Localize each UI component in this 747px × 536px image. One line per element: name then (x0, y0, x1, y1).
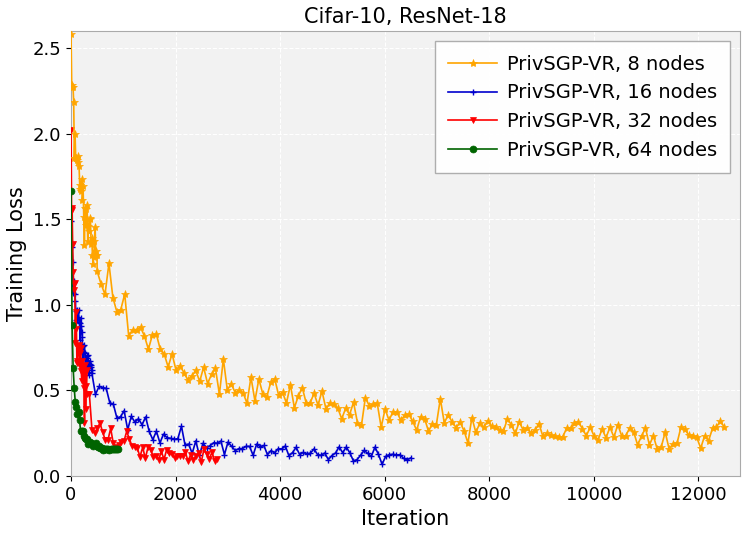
PrivSGP-VR, 64 nodes (96, 445, 105, 451)
PrivSGP-VR, 64 nodes (99, 446, 108, 452)
PrivSGP-VR, 64 nodes (68, 322, 77, 328)
PrivSGP-VR, 64 nodes (83, 435, 92, 442)
PrivSGP-VR, 64 nodes (111, 446, 120, 452)
Legend: PrivSGP-VR, 8 nodes, PrivSGP-VR, 16 nodes, PrivSGP-VR, 32 nodes, PrivSGP-VR, 64 : PrivSGP-VR, 8 nodes, PrivSGP-VR, 16 node… (435, 41, 731, 173)
PrivSGP-VR, 64 nodes (106, 446, 115, 452)
PrivSGP-VR, 16 nodes (377, 461, 386, 467)
PrivSGP-VR, 64 nodes (73, 411, 82, 418)
PrivSGP-VR, 16 nodes (249, 452, 258, 458)
PrivSGP-VR, 64 nodes (107, 446, 116, 452)
PrivSGP-VR, 64 nodes (90, 441, 99, 448)
PrivSGP-VR, 64 nodes (91, 440, 100, 446)
Line: PrivSGP-VR, 8 nodes: PrivSGP-VR, 8 nodes (67, 31, 728, 453)
PrivSGP-VR, 32 nodes (189, 457, 198, 463)
PrivSGP-VR, 16 nodes (285, 452, 294, 459)
PrivSGP-VR, 16 nodes (306, 450, 315, 456)
PrivSGP-VR, 8 nodes (720, 424, 729, 430)
X-axis label: Iteration: Iteration (362, 509, 450, 529)
PrivSGP-VR, 32 nodes (213, 456, 222, 462)
PrivSGP-VR, 32 nodes (138, 444, 147, 450)
PrivSGP-VR, 64 nodes (74, 409, 83, 415)
PrivSGP-VR, 64 nodes (105, 446, 114, 453)
PrivSGP-VR, 8 nodes (684, 432, 693, 438)
PrivSGP-VR, 64 nodes (72, 404, 81, 410)
Title: Cifar-10, ResNet-18: Cifar-10, ResNet-18 (304, 7, 506, 27)
PrivSGP-VR, 64 nodes (96, 445, 105, 451)
PrivSGP-VR, 64 nodes (71, 399, 80, 406)
PrivSGP-VR, 32 nodes (128, 443, 137, 449)
PrivSGP-VR, 64 nodes (81, 436, 90, 443)
PrivSGP-VR, 64 nodes (104, 446, 113, 452)
PrivSGP-VR, 16 nodes (66, 218, 75, 224)
PrivSGP-VR, 64 nodes (89, 443, 98, 449)
PrivSGP-VR, 64 nodes (102, 446, 111, 452)
PrivSGP-VR, 64 nodes (69, 385, 78, 391)
PrivSGP-VR, 64 nodes (92, 443, 101, 449)
PrivSGP-VR, 64 nodes (86, 439, 95, 445)
PrivSGP-VR, 64 nodes (98, 444, 107, 451)
Line: PrivSGP-VR, 64 nodes: PrivSGP-VR, 64 nodes (67, 188, 122, 453)
PrivSGP-VR, 16 nodes (85, 360, 94, 367)
PrivSGP-VR, 64 nodes (103, 446, 112, 452)
PrivSGP-VR, 8 nodes (75, 162, 84, 169)
PrivSGP-VR, 64 nodes (109, 445, 118, 452)
PrivSGP-VR, 64 nodes (76, 428, 85, 434)
PrivSGP-VR, 64 nodes (66, 188, 75, 195)
PrivSGP-VR, 64 nodes (99, 447, 108, 453)
PrivSGP-VR, 8 nodes (653, 446, 662, 452)
PrivSGP-VR, 64 nodes (113, 446, 122, 452)
PrivSGP-VR, 64 nodes (101, 445, 110, 452)
PrivSGP-VR, 8 nodes (144, 346, 153, 353)
PrivSGP-VR, 64 nodes (75, 417, 84, 423)
PrivSGP-VR, 8 nodes (66, 31, 75, 38)
PrivSGP-VR, 64 nodes (93, 444, 102, 450)
PrivSGP-VR, 64 nodes (88, 441, 97, 448)
PrivSGP-VR, 16 nodes (184, 441, 193, 447)
PrivSGP-VR, 8 nodes (657, 444, 666, 450)
PrivSGP-VR, 64 nodes (78, 428, 87, 435)
Line: PrivSGP-VR, 16 nodes: PrivSGP-VR, 16 nodes (67, 218, 415, 468)
PrivSGP-VR, 64 nodes (84, 441, 93, 447)
PrivSGP-VR, 64 nodes (84, 440, 93, 446)
PrivSGP-VR, 64 nodes (81, 435, 90, 442)
PrivSGP-VR, 16 nodes (141, 414, 150, 420)
PrivSGP-VR, 8 nodes (72, 154, 81, 161)
PrivSGP-VR, 16 nodes (406, 455, 415, 461)
PrivSGP-VR, 32 nodes (66, 126, 75, 133)
PrivSGP-VR, 32 nodes (130, 444, 139, 450)
PrivSGP-VR, 64 nodes (111, 446, 120, 452)
PrivSGP-VR, 64 nodes (114, 446, 123, 452)
PrivSGP-VR, 64 nodes (94, 443, 103, 449)
PrivSGP-VR, 64 nodes (108, 446, 117, 452)
PrivSGP-VR, 8 nodes (91, 247, 100, 254)
PrivSGP-VR, 64 nodes (79, 433, 88, 440)
PrivSGP-VR, 32 nodes (146, 446, 155, 453)
PrivSGP-VR, 32 nodes (197, 459, 206, 465)
PrivSGP-VR, 64 nodes (69, 365, 78, 371)
PrivSGP-VR, 32 nodes (96, 420, 105, 426)
Y-axis label: Training Loss: Training Loss (7, 186, 27, 321)
PrivSGP-VR, 64 nodes (77, 428, 86, 434)
PrivSGP-VR, 64 nodes (87, 440, 96, 446)
Line: PrivSGP-VR, 32 nodes: PrivSGP-VR, 32 nodes (67, 126, 221, 465)
